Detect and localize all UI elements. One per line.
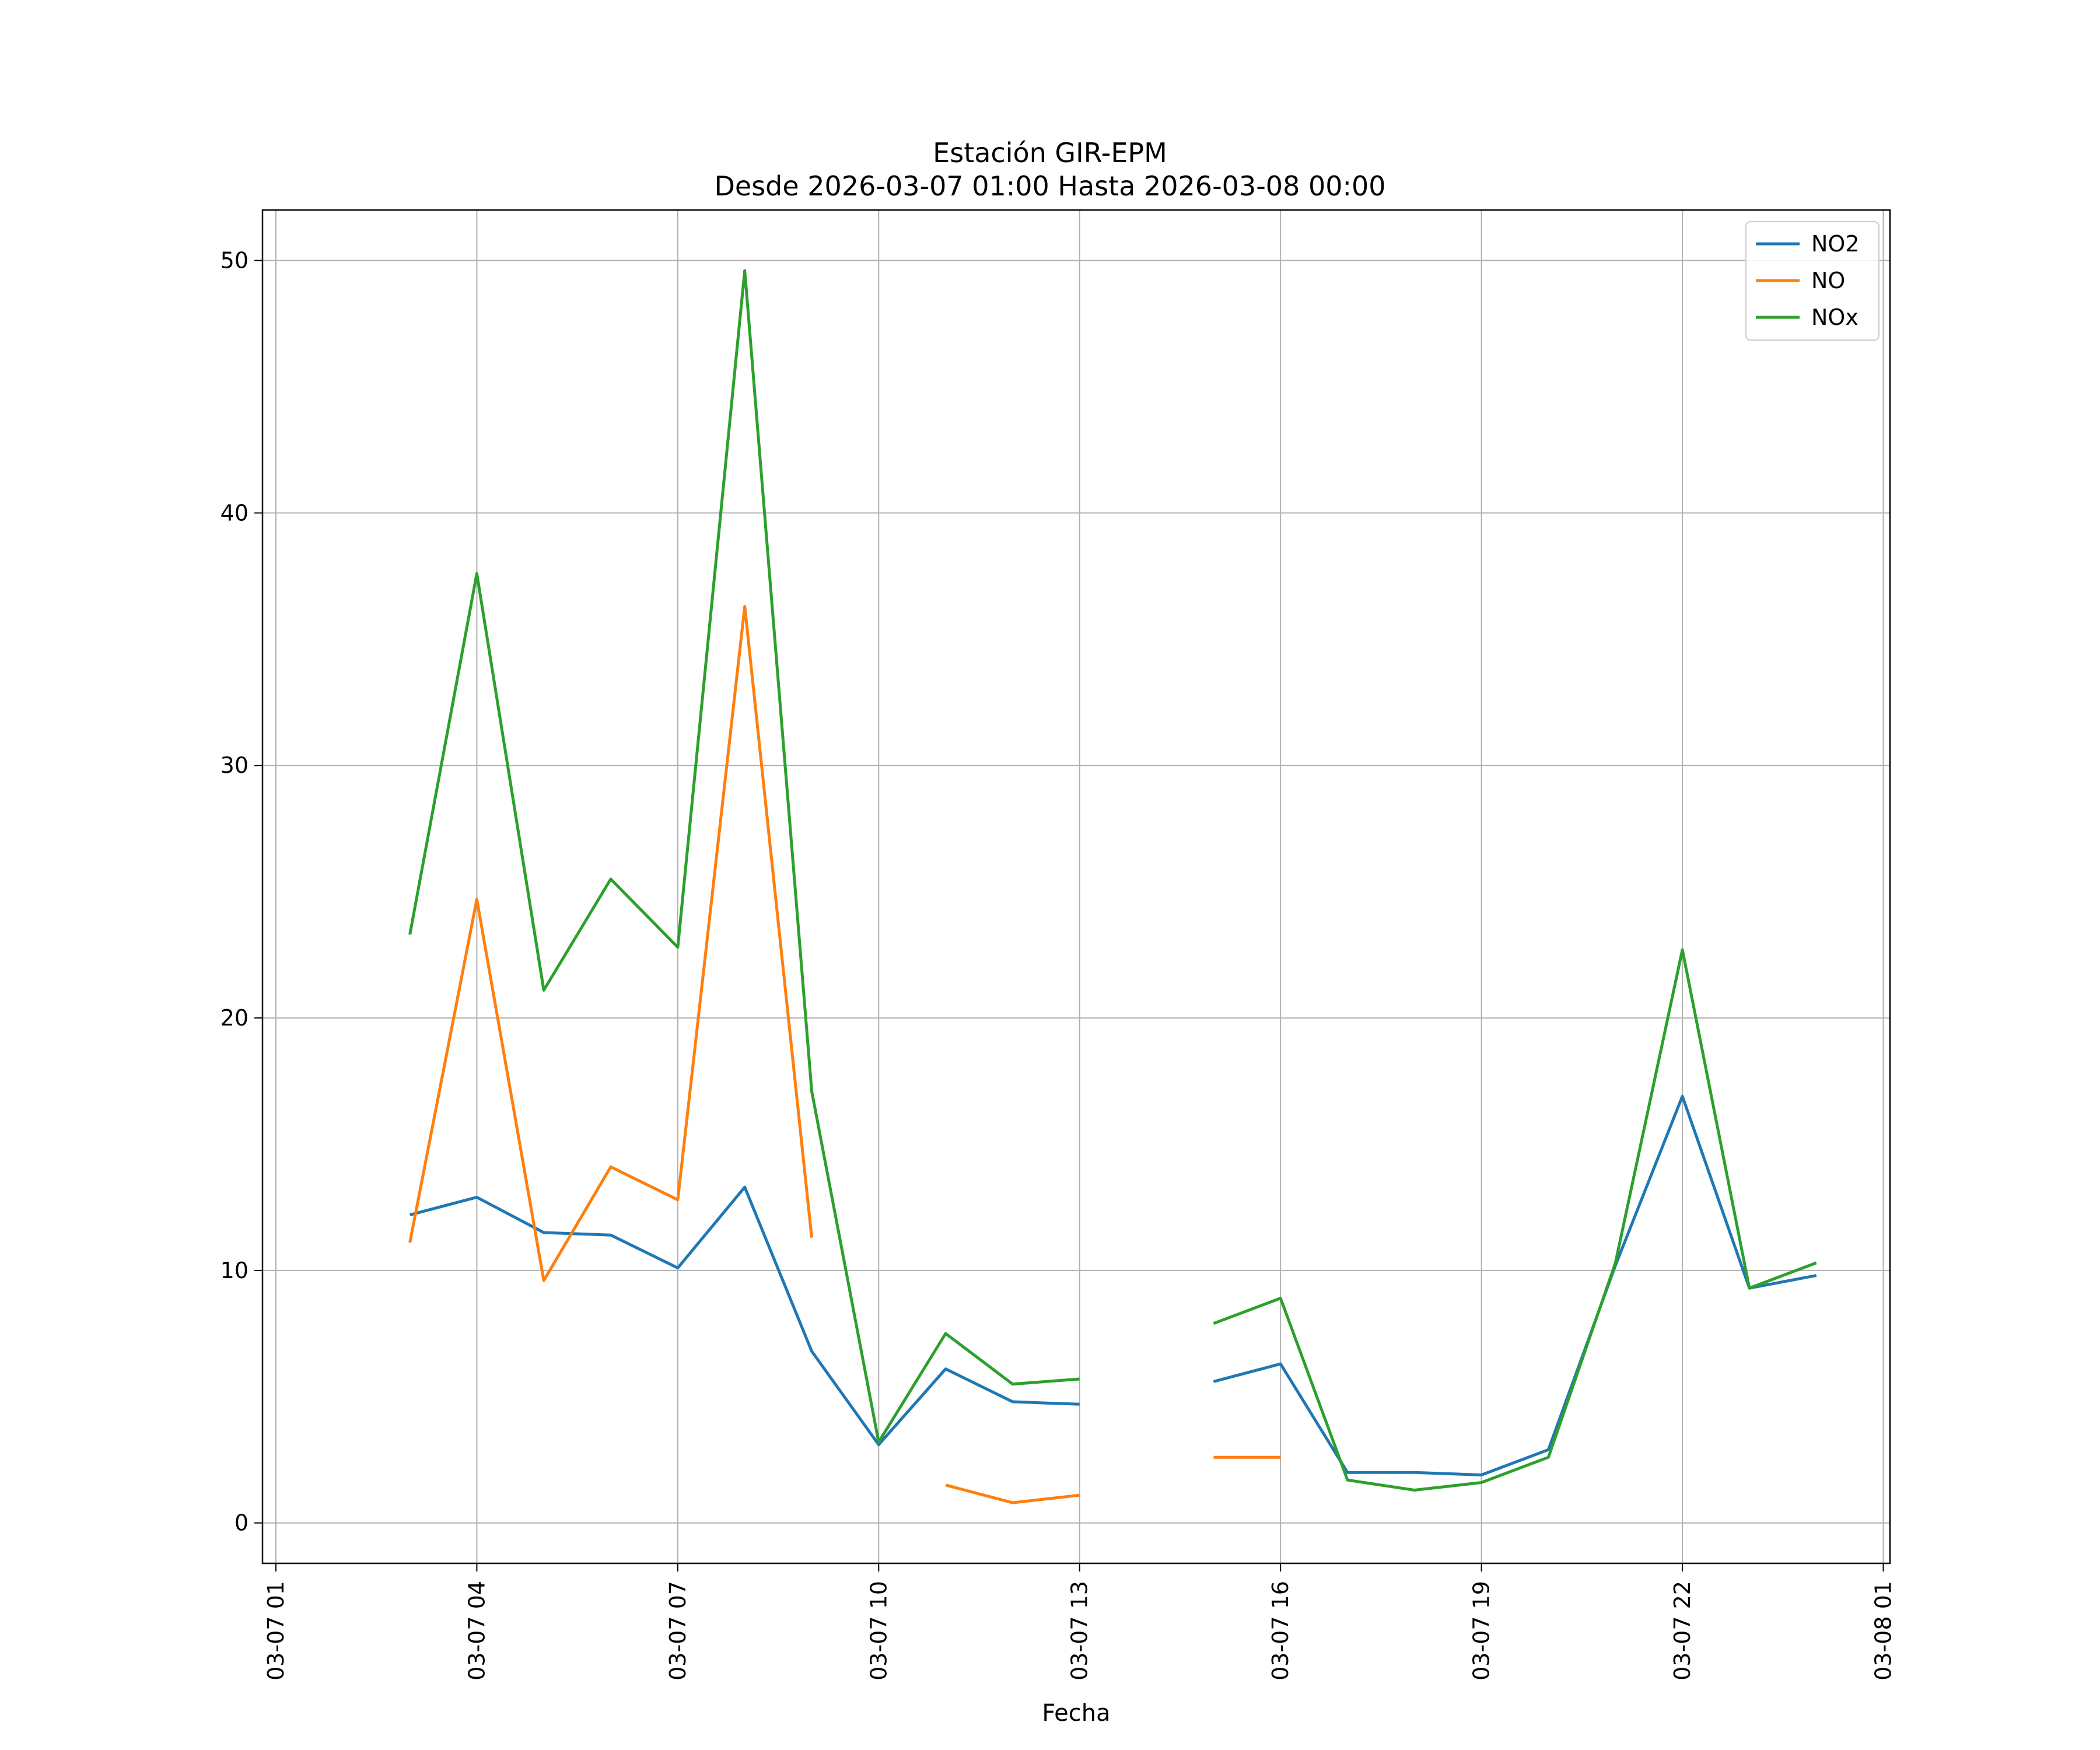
legend-label-nox: NOx [1811,304,1859,330]
plot-frame [261,209,1891,1564]
x-tick-label: 03-07 13 [1067,1581,1093,1681]
x-tick-label: 03-07 22 [1670,1581,1695,1681]
x-tick-label: 03-08 01 [1871,1581,1896,1681]
series-no [408,605,1281,1504]
series-lines [408,269,1817,1504]
series-line-no [408,605,813,1282]
x-axis-label: Fecha [1042,1700,1110,1727]
legend: NO2 NO NOx [1745,221,1880,341]
chart-title: Estación GIR-EPM [933,137,1167,169]
x-axis: 03-07 01 03-07 04 03-07 07 03-07 10 03-07 13… [263,1563,1896,1681]
series-no2 [409,1094,1817,1476]
legend-box [1745,221,1880,341]
x-tick-label: 03-07 10 [866,1581,891,1681]
series-line-no [945,1483,1080,1504]
legend-label-no: NO [1811,268,1845,293]
x-tick-label: 03-07 16 [1268,1581,1293,1681]
series-nox [408,269,1817,1492]
y-tick-label: 50 [220,248,249,274]
x-tick-label: 03-07 04 [464,1581,489,1681]
y-tick-label: 30 [220,752,249,778]
grid [262,210,1890,1563]
series-line-nox [408,269,1080,1444]
y-tick-label: 10 [220,1258,249,1283]
x-tick-label: 03-07 19 [1469,1581,1494,1681]
y-tick-label: 40 [220,500,249,526]
series-line-nox [1213,948,1817,1492]
y-tick-label: 20 [220,1005,249,1031]
chart-subtitle: Desde 2026-03-07 01:00 Hasta 2026-03-08 … [714,170,1385,202]
y-tick-label: 0 [235,1510,249,1536]
y-axis: 0 10 20 30 40 50 [220,248,262,1536]
x-tick-label: 03-07 07 [665,1581,691,1681]
series-line-no2 [409,1185,1080,1447]
legend-label-no2: NO2 [1811,231,1860,257]
x-tick-label: 03-07 01 [263,1581,289,1681]
series-line-no2 [1213,1094,1817,1476]
